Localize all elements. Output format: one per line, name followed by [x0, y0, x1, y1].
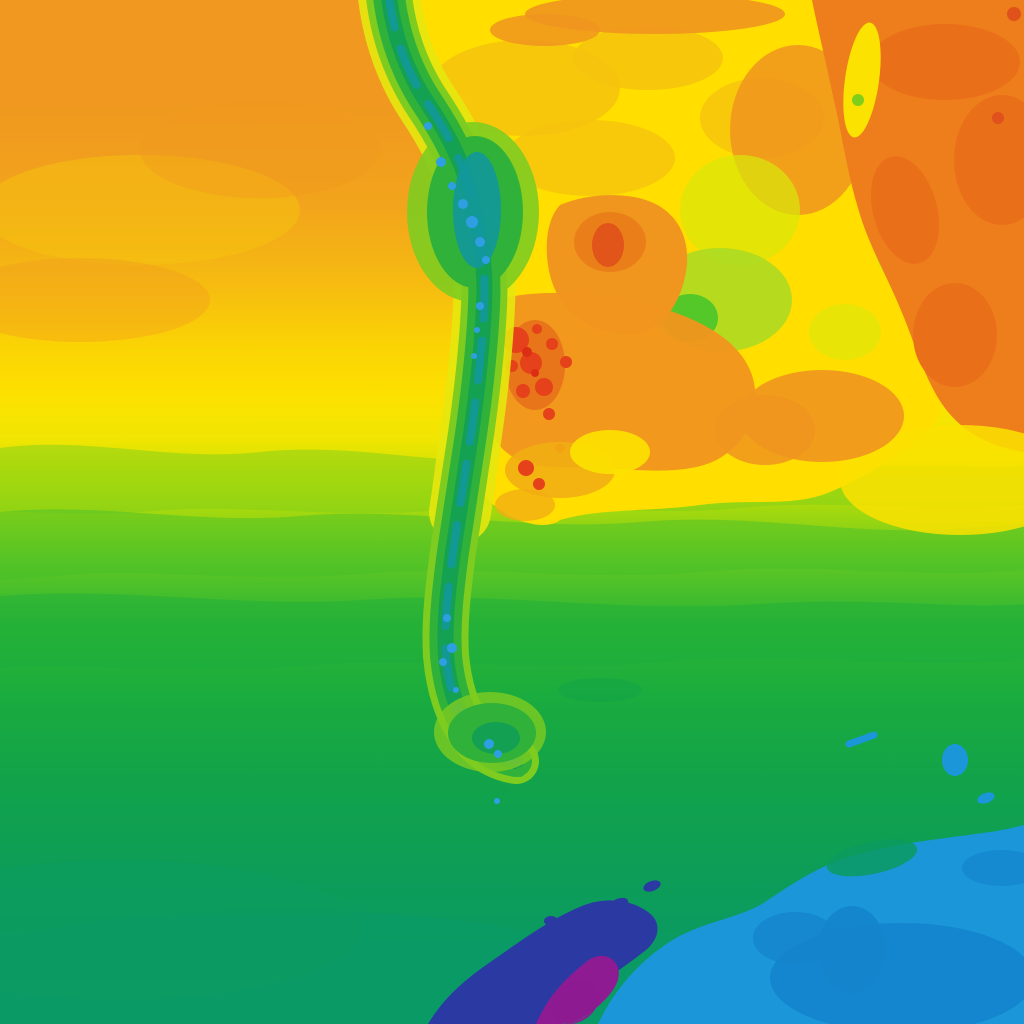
island-cold-slash: [845, 731, 878, 748]
patagonia-yellow-patch: [570, 430, 650, 474]
peninsula-navy-fill: [428, 900, 658, 1024]
pacific-gold-patch: [0, 155, 300, 265]
teal-sea-patch: [0, 860, 360, 1000]
atlantic-hot-spot: [992, 112, 1004, 124]
chaco-hottest-patch: [592, 223, 624, 267]
atlantic-hot-patch: [954, 95, 1024, 225]
cold-spot: [424, 122, 432, 130]
coastal-yellow-band: [840, 425, 1024, 535]
patagonia-amber-patch: [495, 489, 555, 521]
hottest-spot: [522, 347, 532, 357]
pacific-orange-tongue: [0, 258, 210, 342]
hot-spot: [516, 384, 530, 398]
temperature-contour-waves: [0, 444, 1024, 670]
coastal-yellow-strip: [843, 22, 881, 138]
patagonia-warm-patches: [495, 430, 650, 521]
argentina-hot-region: [484, 292, 904, 471]
cold-spot: [494, 798, 500, 804]
cold-spot: [439, 658, 447, 666]
land-orange-strip: [490, 14, 600, 46]
atlantic-ocean-warm-region: [812, 0, 1024, 535]
island-cold-spot: [977, 792, 995, 804]
cold-spot: [458, 199, 468, 209]
hot-spot: [520, 352, 542, 374]
antarctic-ocean-cold-region: [598, 825, 1024, 1024]
tierra-del-fuego-core: [472, 722, 520, 754]
colder-ocean-patch: [962, 850, 1024, 886]
andes-teal-core: [385, 0, 520, 765]
andes-cold-spots: [424, 122, 525, 804]
peninsula-islet: [643, 880, 661, 892]
colder-ocean-patch: [753, 912, 837, 964]
cold-spot: [474, 327, 480, 333]
land-lime-patch: [809, 304, 881, 360]
cold-spot: [447, 643, 457, 653]
island-cold-spot: [942, 744, 968, 776]
atlantic-hot-patch: [913, 283, 997, 387]
land-lime-patch: [680, 155, 800, 265]
hot-spot: [560, 356, 572, 368]
land-gold-patch: [430, 40, 620, 136]
hot-spot: [535, 378, 553, 396]
contour-wave-green: [0, 593, 1024, 670]
cold-spot: [482, 256, 490, 264]
peninsula-islet: [607, 897, 629, 913]
hot-spot: [543, 408, 555, 420]
patagonia-hot-spot: [518, 460, 534, 476]
cold-spot: [471, 353, 477, 359]
cold-spot-green: [501, 786, 509, 794]
cold-spot: [466, 216, 478, 228]
patagonia-hot-spot: [533, 478, 545, 490]
cold-island-spots: [845, 731, 995, 915]
hot-spot: [546, 338, 558, 350]
cold-spot-green: [515, 767, 525, 777]
hottest-spot: [531, 369, 539, 377]
colder-ocean-patch: [818, 906, 886, 994]
hot-spot: [532, 324, 542, 334]
cold-spot: [436, 157, 446, 167]
antarctic-peninsula-region: [428, 880, 661, 1024]
peninsula-islet: [585, 914, 605, 928]
island-cold-spot: [892, 899, 914, 915]
atlantic-hot-patch: [870, 24, 1020, 100]
peninsula-coldest-patch: [550, 979, 600, 1024]
argentina-orange-bridge: [715, 395, 815, 465]
pacific-orange-patch: [140, 102, 380, 198]
cold-spot: [475, 237, 485, 247]
cold-spot: [494, 750, 502, 758]
contour-wave-midgreen: [0, 509, 1024, 580]
cold-spot: [448, 182, 456, 190]
land-gold-patch: [573, 26, 723, 90]
coastal-green-fleck: [852, 94, 864, 106]
atlantic-hot-spot: [1007, 7, 1021, 21]
peninsula-islet: [544, 916, 558, 926]
cold-spot: [476, 302, 484, 310]
cold-spot: [453, 687, 459, 693]
atlantic-hot-patch: [870, 156, 940, 264]
cold-spot: [484, 739, 494, 749]
pacific-ocean-region: [0, 102, 380, 342]
land-gold-patch: [505, 120, 675, 196]
warm-wedge-into-ocean: [826, 839, 918, 877]
cool-streak: [558, 678, 642, 702]
cold-spot: [443, 614, 451, 622]
